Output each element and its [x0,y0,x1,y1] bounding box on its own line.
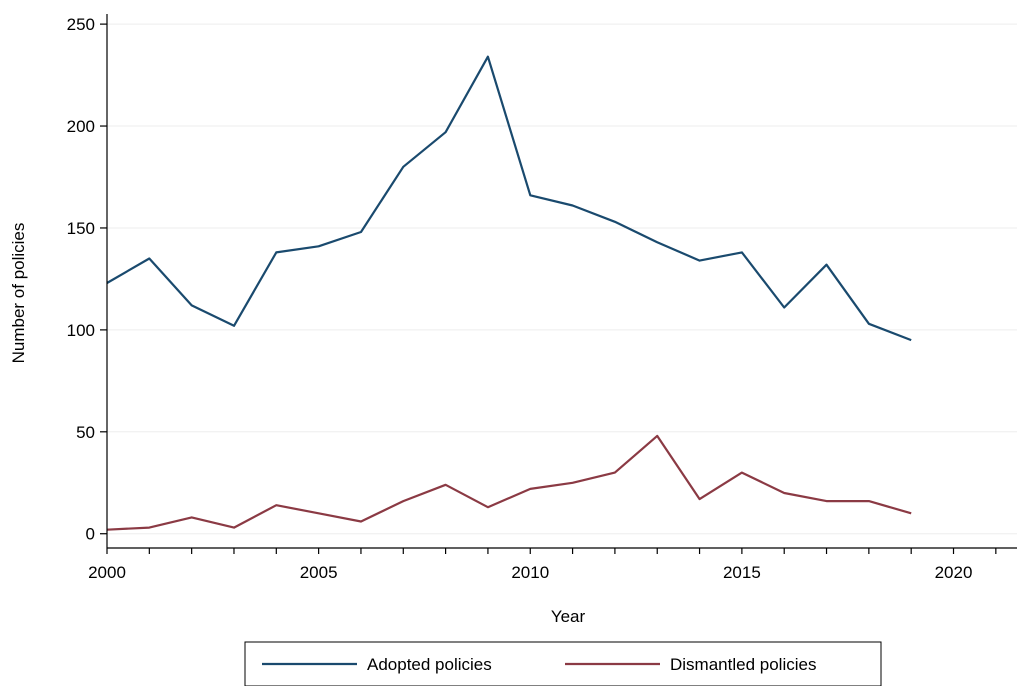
y-axis-ticks: 0 50 100 150 200 250 [67,15,107,544]
y-axis-title: Number of policies [9,223,28,364]
x-axis-title: Year [551,607,586,626]
legend-label: Dismantled policies [670,655,816,674]
gridlines [107,23,1017,535]
x-tick-label: 2015 [723,563,761,582]
y-tick-label: 200 [67,117,95,136]
series-line-adopted [106,55,912,342]
series-line-dismantled [106,434,912,531]
legend-label: Adopted policies [367,655,492,674]
y-tick-label: 50 [76,423,95,442]
axes [106,14,1017,549]
y-tick-label: 100 [67,321,95,340]
x-axis-ticks: 2000 2005 2010 2015 2020 [88,548,997,582]
x-tick-label: 2010 [511,563,549,582]
x-tick-label: 2005 [300,563,338,582]
series-lines [106,55,912,531]
x-tick-label: 2020 [935,563,973,582]
y-tick-label: 150 [67,219,95,238]
legend: Adopted policies Dismantled policies [244,641,882,686]
y-tick-label: 250 [67,15,95,34]
x-tick-label: 2000 [88,563,126,582]
y-tick-label: 0 [86,525,95,544]
